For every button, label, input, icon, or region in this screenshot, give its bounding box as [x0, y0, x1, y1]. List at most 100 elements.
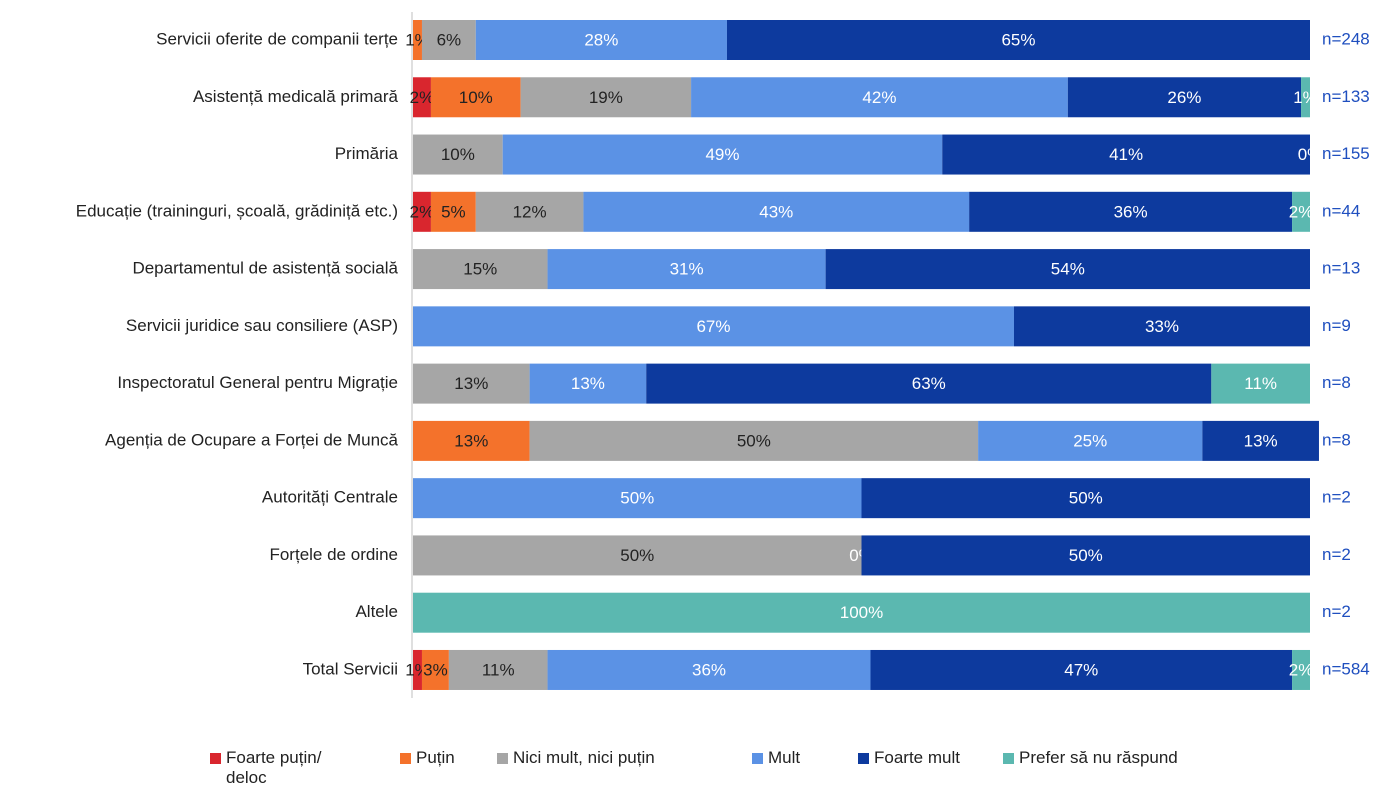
- legend-item: Mult: [752, 748, 852, 768]
- value-label: 2%: [410, 88, 435, 107]
- bar-segment: [413, 420, 530, 461]
- value-label: 31%: [670, 260, 704, 279]
- sample-size: n=248: [1322, 29, 1370, 48]
- bar-segment: [413, 77, 431, 118]
- legend-label: Prefer să nu răspund: [1019, 748, 1178, 767]
- value-label: 12%: [513, 202, 547, 221]
- legend: Foarte puțin/ deloc Puțin Nici mult, nici …: [0, 748, 1383, 794]
- bar-segment: [413, 478, 862, 519]
- value-label: 10%: [441, 145, 475, 164]
- category-label: Educație (traininguri, școală, grădiniță…: [76, 201, 398, 220]
- category-label: Agenția de Ocupare a Forței de Muncă: [105, 430, 398, 449]
- value-label: 1%: [1293, 88, 1318, 107]
- category-label: Forțele de ordine: [269, 545, 398, 564]
- value-label: 13%: [571, 374, 605, 393]
- sample-size: n=44: [1322, 201, 1360, 220]
- bar-segment: [529, 420, 979, 461]
- legend-swatch: [1003, 753, 1014, 764]
- legend-swatch: [497, 753, 508, 764]
- bar-segment: [1013, 306, 1310, 347]
- bar-segment: [529, 363, 647, 404]
- bar-segment: [1292, 191, 1310, 232]
- sample-size: n=2: [1322, 602, 1351, 621]
- bar-segment: [413, 20, 422, 60]
- bar-segment: [969, 191, 1293, 232]
- value-label: 28%: [584, 30, 618, 49]
- value-label: 65%: [1001, 30, 1035, 49]
- legend-item: Puțin: [400, 748, 490, 768]
- legend-item: Prefer să nu răspund: [1003, 748, 1223, 768]
- legend-label: Foarte mult: [874, 748, 960, 767]
- sample-size: n=2: [1322, 545, 1351, 564]
- bar-segment: [430, 77, 521, 118]
- value-label: 36%: [692, 660, 726, 679]
- value-label: 33%: [1145, 317, 1179, 336]
- category-label: Altele: [355, 602, 398, 621]
- value-label: 50%: [620, 489, 654, 508]
- value-label: 36%: [1114, 202, 1148, 221]
- sample-size: n=8: [1322, 373, 1351, 392]
- bar-segment: [413, 191, 431, 232]
- value-label: 11%: [482, 660, 515, 679]
- legend-label: Mult: [768, 748, 801, 767]
- category-label: Autorități Centrale: [262, 488, 398, 507]
- value-label: 13%: [454, 374, 488, 393]
- value-label: 13%: [1244, 431, 1278, 450]
- value-label: 49%: [705, 145, 739, 164]
- value-label: 50%: [620, 546, 654, 565]
- sample-size: n=8: [1322, 430, 1351, 449]
- bar-segment: [475, 20, 727, 60]
- bar-segment: [870, 649, 1293, 690]
- category-label: Inspectoratul General pentru Migrație: [117, 373, 398, 392]
- bar-segment: [502, 134, 943, 175]
- bar-segment: [448, 649, 548, 690]
- value-label: 6%: [437, 30, 462, 49]
- legend-label: Foarte puțin/ deloc: [226, 748, 322, 787]
- value-label: 47%: [1064, 660, 1098, 679]
- bar-segment: [413, 535, 862, 576]
- bar-segment: [861, 478, 1310, 519]
- bar-segment: [1202, 420, 1319, 461]
- category-label: Servicii juridice sau consiliere (ASP): [126, 316, 398, 335]
- legend-item: Foarte puțin/ deloc: [210, 748, 350, 788]
- bar-segment: [547, 649, 871, 690]
- value-label: 19%: [589, 88, 623, 107]
- sample-size: n=155: [1322, 144, 1370, 163]
- value-label: 63%: [912, 374, 946, 393]
- category-label: Primăria: [335, 144, 399, 163]
- value-label: 41%: [1109, 145, 1143, 164]
- bar-segment: [413, 306, 1014, 347]
- bar-segment: [691, 77, 1068, 118]
- category-label: Servicii oferite de companii terțe: [156, 29, 398, 48]
- value-label: 13%: [454, 431, 488, 450]
- value-label: 67%: [696, 317, 730, 336]
- category-label: Total Servicii: [303, 659, 398, 678]
- value-label: 15%: [463, 260, 497, 279]
- bar-segment: [421, 649, 449, 690]
- value-label: 2%: [410, 202, 435, 221]
- value-label: 100%: [840, 603, 883, 622]
- legend-swatch: [400, 753, 411, 764]
- bar-segment: [1067, 77, 1302, 118]
- chart: Servicii oferite de companii terțe n=248 1…: [76, 12, 1370, 698]
- value-label: 26%: [1167, 88, 1201, 107]
- value-label: 42%: [862, 88, 896, 107]
- value-label: 50%: [737, 431, 771, 450]
- legend-swatch: [752, 753, 763, 764]
- legend-swatch: [210, 753, 221, 764]
- value-label: 11%: [1244, 374, 1277, 393]
- sample-size: n=133: [1322, 87, 1370, 106]
- bar-segment: [475, 191, 584, 232]
- bar-segment: [1301, 77, 1310, 118]
- bar-segment: [413, 592, 1310, 633]
- category-label: Departamentul de asistență socială: [132, 259, 398, 278]
- bar-segment: [726, 20, 1310, 60]
- legend-item: Nici mult, nici puțin: [497, 748, 747, 768]
- bar-segment: [583, 191, 970, 232]
- sample-size: n=13: [1322, 259, 1360, 278]
- bar-segment: [413, 134, 503, 175]
- bar-segment: [942, 134, 1310, 175]
- legend-label: Nici mult, nici puțin: [513, 748, 655, 767]
- value-label: 43%: [759, 202, 793, 221]
